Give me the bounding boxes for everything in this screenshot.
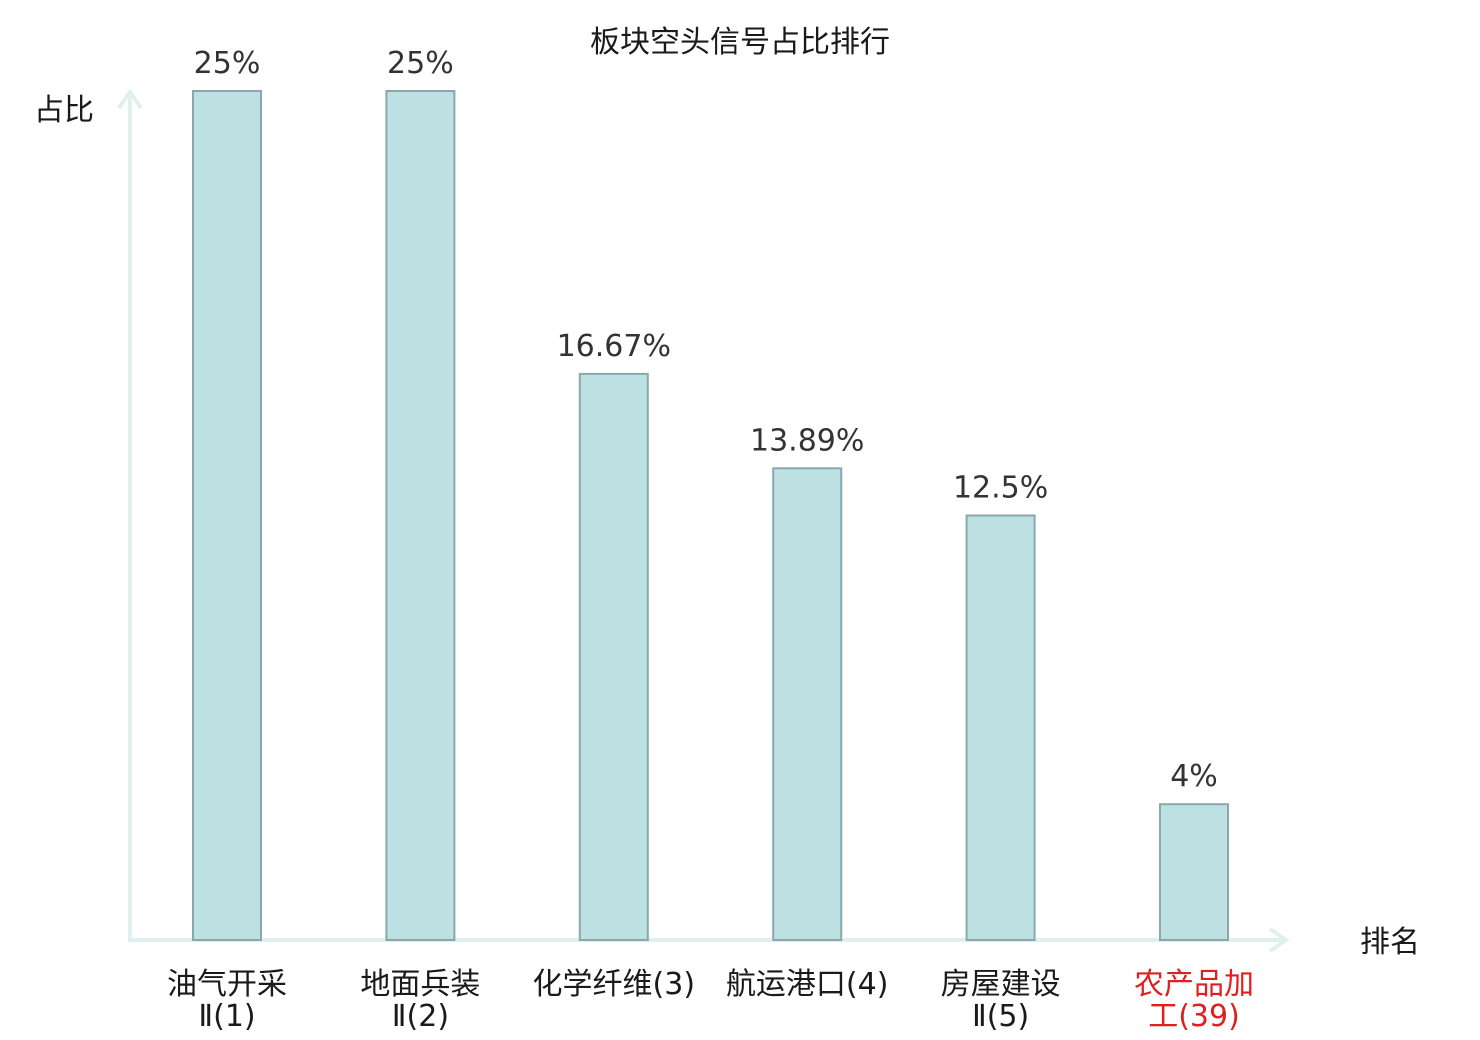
bar — [965, 514, 1036, 941]
x-tick-label: Ⅱ(1) — [198, 999, 255, 1034]
x-tick-label: 地面兵装 — [360, 967, 480, 1002]
x-tick-label: 航运港口(4) — [726, 967, 889, 1002]
bar — [772, 467, 843, 941]
y-axis-label: 占比 — [34, 93, 94, 128]
bar-value-label: 12.5% — [953, 471, 1048, 506]
bar — [1159, 803, 1229, 942]
bar-series — [192, 90, 1229, 942]
x-axis: 排名 — [128, 925, 1420, 960]
bar-value-label: 4% — [1170, 759, 1218, 794]
x-tick-label: Ⅱ(2) — [392, 999, 449, 1034]
x-axis-label: 排名 — [1360, 925, 1420, 960]
x-tick-label: Ⅱ(5) — [972, 999, 1029, 1034]
chart-title: 板块空头信号占比排行 — [590, 25, 890, 60]
bar-value-label: 16.67% — [557, 329, 671, 364]
y-axis: 占比 — [34, 88, 143, 940]
bar-value-label: 25% — [387, 46, 454, 81]
bar-value-label: 13.89% — [750, 423, 864, 458]
x-tick-label: 农产品加 — [1134, 967, 1254, 1002]
y-axis-arrowhead — [117, 88, 143, 110]
bar — [385, 90, 456, 941]
x-tick-label: 房屋建设 — [941, 967, 1061, 1002]
x-tick-label: 工(39) — [1148, 999, 1240, 1034]
bar — [192, 90, 262, 941]
x-tick-label: 油气开采 — [167, 967, 287, 1002]
bar — [578, 372, 649, 941]
value-labels: 25% 25% 16.67% 13.89% 12.5% 4% — [194, 46, 1218, 794]
x-tick-label: 化学纤维(3) — [533, 967, 696, 1002]
bar-value-label: 25% — [194, 46, 261, 81]
x-axis-arrowhead — [1268, 927, 1290, 953]
